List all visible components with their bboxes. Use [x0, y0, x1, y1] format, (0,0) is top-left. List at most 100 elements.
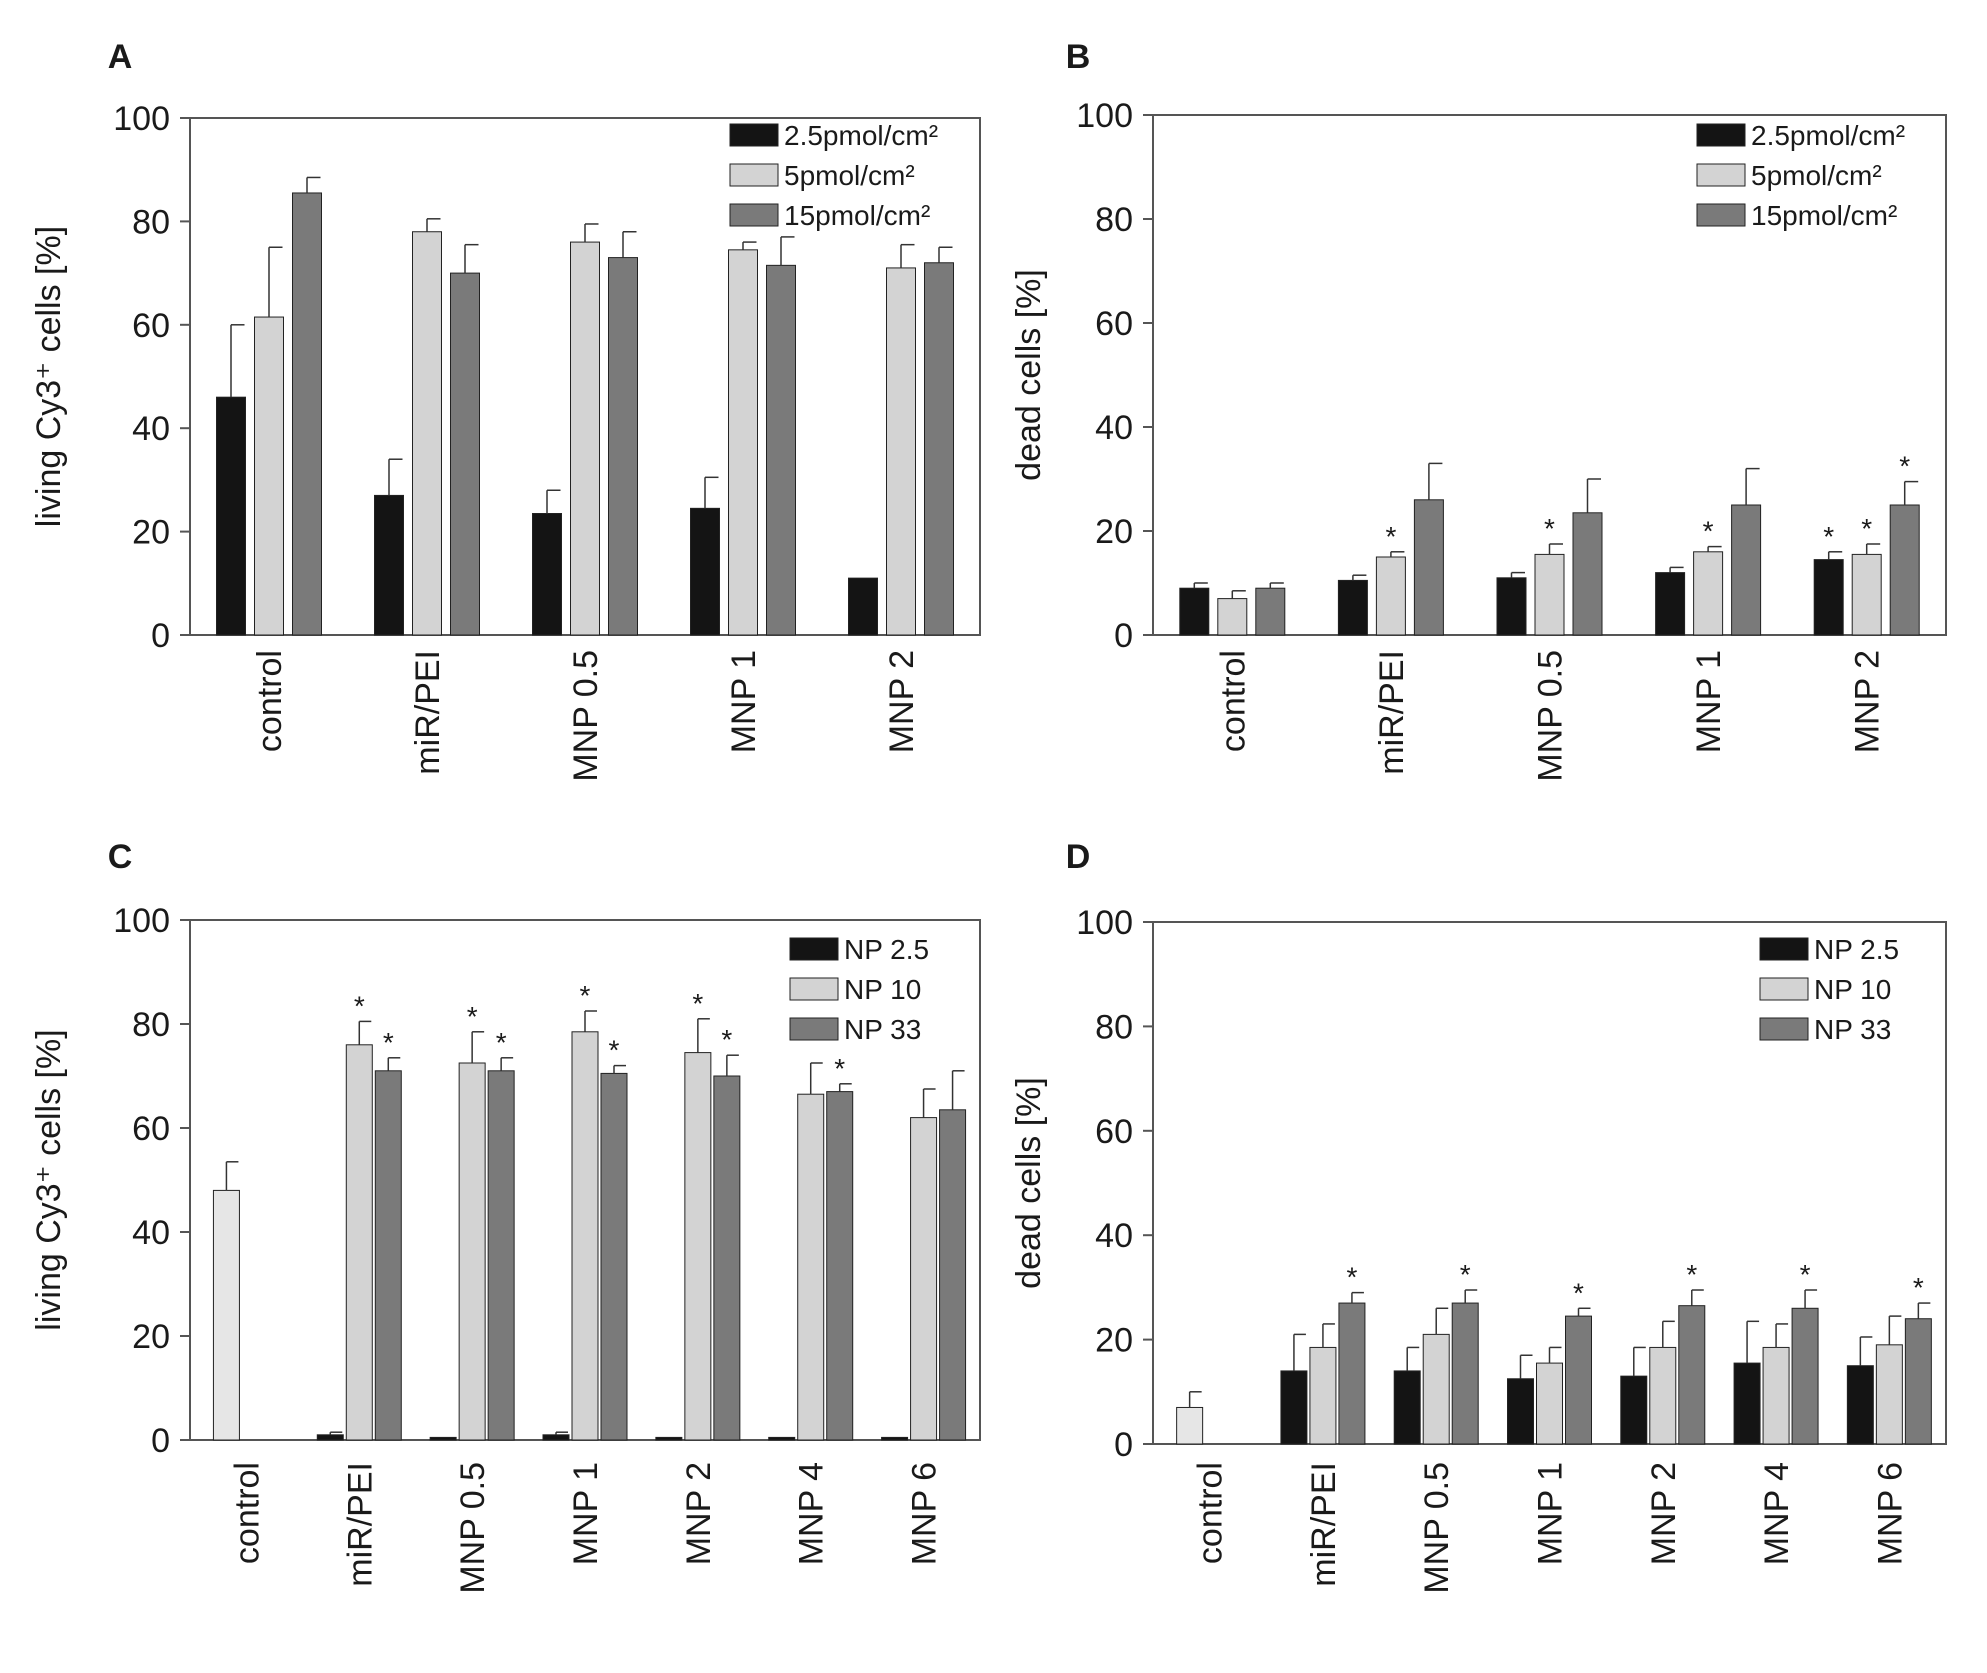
category-label: miR/PEI	[409, 650, 447, 775]
bar-series-2	[570, 241, 600, 636]
legend-label: 15pmol/cm²	[1751, 200, 1897, 231]
y-tick-label: 80	[132, 203, 170, 241]
legend-swatch	[1759, 937, 1809, 961]
bar-series-3	[1255, 587, 1286, 636]
bar-series-1	[1846, 1365, 1874, 1445]
category-label: control	[251, 650, 289, 752]
category-label: MNP 1	[1532, 1462, 1570, 1565]
bar-series-2	[728, 249, 758, 636]
panel-a: A 0 20 40 60 80 100 living Cy3⁺ cells [%] contro…	[30, 38, 981, 782]
bar-series-3	[1904, 1318, 1932, 1445]
y-tick-label: 0	[151, 617, 170, 655]
y-tick-label: 20	[132, 514, 170, 552]
significance-star: *	[609, 1035, 620, 1066]
category-label: miR/PEI	[1305, 1462, 1343, 1587]
bar-series-2	[1875, 1344, 1903, 1445]
y-tick-label: 100	[1076, 904, 1133, 942]
legend-label: NP 10	[844, 974, 921, 1005]
bar-series-1	[768, 1436, 796, 1441]
significance-star: *	[1460, 1259, 1471, 1290]
bar-series-3	[713, 1075, 741, 1441]
bar-series-3	[1565, 1315, 1592, 1445]
bar-series-2	[1534, 553, 1565, 636]
legend-swatch	[1696, 163, 1746, 187]
category-label: MNP 1	[725, 650, 763, 753]
y-tick-label: 100	[113, 902, 170, 940]
y-tick-label: 60	[132, 307, 170, 345]
bar-series-3	[374, 1070, 402, 1441]
y-axis-label: dead cells [%]	[1010, 269, 1048, 481]
bar-series-1	[1507, 1378, 1534, 1445]
significance-star: *	[692, 988, 703, 1019]
significance-star: *	[1346, 1262, 1357, 1293]
legend-label: NP 2.5	[1814, 934, 1899, 965]
bar-series-1	[532, 513, 562, 636]
bar-series-2	[1649, 1346, 1677, 1445]
bar-series-3	[600, 1072, 628, 1441]
significance-star: *	[1913, 1272, 1924, 1303]
bar-series-2	[910, 1117, 938, 1441]
panel-d: D 0 20 40 60 80 100 dead cells [%] control * miR/P…	[1010, 838, 1947, 1594]
y-tick-label: 100	[1076, 97, 1133, 135]
y-tick-label: 0	[151, 1422, 170, 1460]
bar-series-2	[254, 316, 284, 636]
significance-star: *	[834, 1053, 845, 1084]
legend-label: 5pmol/cm²	[784, 160, 915, 191]
bar-series-2	[1309, 1346, 1337, 1445]
category-label: control	[1192, 1462, 1230, 1564]
category-label: MNP 0.5	[567, 650, 605, 782]
significance-star: *	[1899, 451, 1910, 482]
bar-series-2	[345, 1044, 373, 1441]
bar-series-1	[374, 494, 404, 636]
bar-series-1	[1280, 1370, 1308, 1445]
y-tick-label: 60	[1095, 305, 1133, 343]
legend-label: 2.5pmol/cm²	[1751, 120, 1905, 151]
category-label: control	[228, 1462, 266, 1564]
bar-series-1	[1655, 572, 1686, 636]
bar-series-3	[1451, 1302, 1479, 1445]
bar-series-3	[487, 1070, 515, 1441]
bar-series-3	[450, 272, 480, 636]
bar-series-1	[690, 507, 720, 636]
bar-series-3	[1791, 1307, 1819, 1445]
legend-label: NP 2.5	[844, 934, 929, 965]
category-label: miR/PEI	[341, 1462, 379, 1587]
legend-swatch	[789, 937, 839, 961]
bar-series-3	[1731, 504, 1762, 636]
bar-series-2	[571, 1031, 599, 1441]
y-tick-label: 80	[1095, 201, 1133, 239]
legend-swatch	[1696, 203, 1746, 227]
bar-control	[212, 1189, 240, 1441]
category-label: MNP 2	[680, 1462, 718, 1565]
category-label: MNP 4	[793, 1462, 831, 1565]
bar-series-2	[412, 231, 442, 636]
y-tick-label: 40	[1095, 1217, 1133, 1255]
bar-series-1	[881, 1436, 909, 1441]
y-tick-label: 80	[1095, 1008, 1133, 1046]
legend-swatch	[789, 977, 839, 1001]
bar-series-3	[292, 192, 322, 636]
significance-star: *	[1573, 1277, 1584, 1308]
y-tick-label: 100	[113, 100, 170, 138]
significance-star: *	[1385, 521, 1396, 552]
bar-series-1	[848, 577, 878, 636]
bar-series-1	[429, 1436, 457, 1441]
bar-series-3	[924, 262, 954, 636]
bar-series-1	[1733, 1362, 1761, 1445]
y-tick-label: 40	[1095, 409, 1133, 447]
significance-star: *	[1686, 1259, 1697, 1290]
significance-star: *	[383, 1027, 394, 1058]
bar-series-3	[1678, 1305, 1706, 1445]
bar-series-2	[1422, 1333, 1450, 1445]
category-label: MNP 0.5	[454, 1462, 492, 1594]
bar-series-1	[316, 1434, 344, 1441]
y-tick-label: 80	[132, 1006, 170, 1044]
bar-series-2	[458, 1062, 486, 1441]
bar-series-3	[939, 1109, 967, 1441]
significance-star: *	[580, 980, 591, 1011]
bar-series-2	[886, 267, 916, 636]
bar-series-2	[1851, 553, 1882, 636]
y-tick-label: 20	[1095, 513, 1133, 551]
category-label: MNP 2	[1645, 1462, 1683, 1565]
bar-series-3	[766, 264, 796, 636]
